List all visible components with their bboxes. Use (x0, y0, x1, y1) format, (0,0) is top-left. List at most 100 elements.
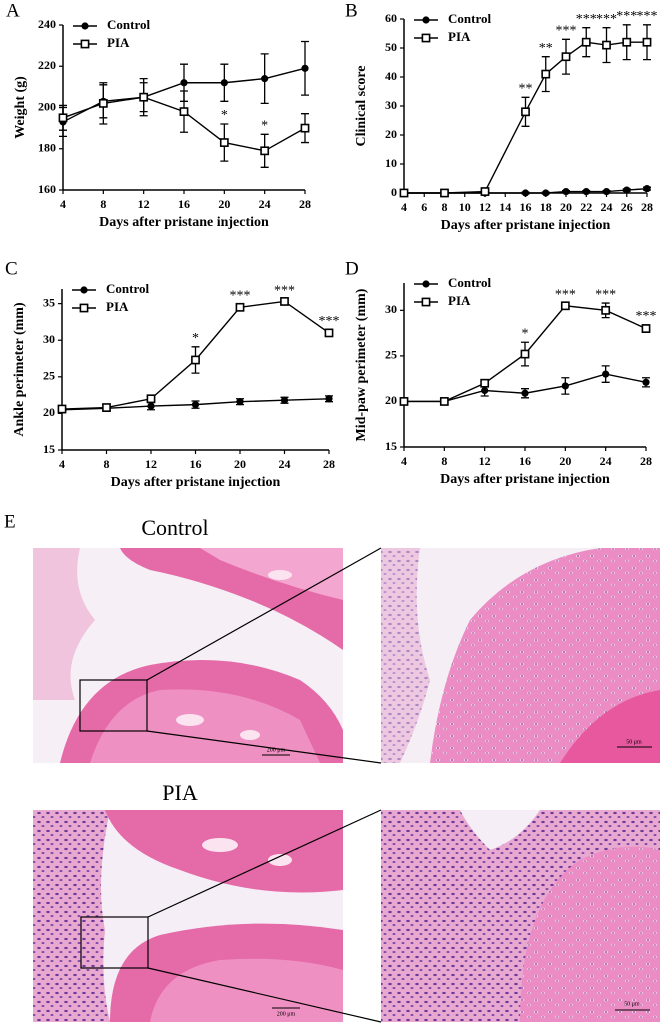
x-tick-label: 24 (279, 457, 291, 471)
legend-label: PIA (448, 293, 471, 308)
significance-label: *** (555, 287, 576, 302)
y-tick-label: 30 (385, 302, 397, 316)
marker (521, 389, 529, 397)
legend-label: PIA (448, 29, 471, 44)
y-tick-label: 25 (385, 348, 397, 362)
x-tick-label: 12 (479, 200, 491, 214)
scale-bar-label: 50 μm (626, 739, 642, 745)
significance-label: *** (595, 287, 616, 302)
marker (179, 107, 189, 117)
marker (219, 138, 229, 147)
x-tick-label: 18 (540, 200, 552, 214)
marker (582, 187, 590, 196)
histology-control-low (33, 548, 343, 763)
y-tick-label: 180 (38, 141, 56, 155)
marker (542, 189, 550, 197)
marker (602, 370, 610, 378)
significance-label: ** (519, 82, 533, 97)
marker (260, 146, 270, 156)
scale-bar-label: 200 μm (277, 1011, 296, 1017)
y-tick-label: 60 (385, 11, 397, 25)
y-tick-label: 240 (38, 17, 56, 31)
marker (191, 401, 200, 409)
scale-bar-label: 200 μm (267, 747, 286, 753)
marker (191, 355, 200, 365)
significance-label: *** (556, 24, 577, 39)
marker (602, 187, 611, 196)
legend-label: Control (448, 275, 491, 290)
y-tick-label: 25 (43, 369, 55, 383)
x-tick-label: 4 (401, 454, 407, 468)
marker (439, 397, 449, 406)
marker (480, 187, 490, 196)
x-tick-label: 12 (145, 457, 157, 471)
marker (399, 188, 409, 198)
marker (440, 188, 449, 198)
x-axis-label: Days after pristane injection (111, 475, 281, 490)
y-tick-label: 200 (38, 99, 56, 113)
x-tick-label: 14 (499, 200, 511, 214)
x-tick-label: 12 (138, 197, 150, 211)
x-tick-label: 28 (323, 457, 335, 471)
legend-label: PIA (107, 35, 130, 50)
marker (58, 113, 68, 123)
significance-label: * (192, 331, 199, 346)
scale-bar-label: 50 μm (624, 1001, 640, 1007)
significance-label: *** (319, 314, 340, 329)
marker (325, 395, 333, 403)
legend-marker (422, 280, 430, 288)
y-tick-label: 15 (43, 442, 55, 456)
significance-label: *** (230, 289, 251, 304)
y-tick-label: 50 (385, 40, 397, 54)
series-line (404, 187, 648, 194)
legend-label: Control (107, 17, 150, 32)
panel-label: B (345, 0, 358, 21)
histology-pia-low (33, 810, 343, 1022)
marker (642, 37, 652, 47)
y-tick-label: 0 (391, 185, 397, 199)
marker (481, 386, 489, 395)
y-axis-label: Ankle perimeter (mm) (12, 302, 27, 437)
marker (235, 302, 245, 312)
marker (146, 394, 156, 404)
x-tick-label: 10 (459, 200, 471, 214)
x-tick-label: 4 (59, 457, 65, 471)
marker (98, 98, 108, 108)
marker (261, 75, 269, 83)
marker (641, 324, 651, 333)
significance-label: *** (576, 12, 597, 27)
y-tick-label: 20 (385, 127, 397, 141)
marker (300, 123, 310, 133)
marker (560, 301, 570, 311)
x-tick-label: 28 (641, 200, 653, 214)
legend-marker (80, 286, 88, 294)
marker (280, 396, 289, 404)
x-tick-label: 20 (559, 454, 571, 468)
marker (562, 187, 570, 196)
y-tick-label: 40 (385, 69, 397, 83)
marker (280, 297, 289, 306)
y-tick-label: 10 (385, 156, 397, 170)
marker (601, 305, 611, 315)
marker (220, 79, 228, 87)
x-tick-label: 26 (621, 200, 633, 214)
legend-label: PIA (106, 299, 129, 314)
y-tick-label: 220 (38, 58, 56, 72)
marker (521, 189, 530, 197)
significance-label: ** (539, 41, 553, 56)
zoom-line (147, 809, 382, 918)
histology-pia-high (381, 810, 660, 1022)
marker (561, 52, 571, 62)
x-tick-label: 16 (519, 454, 531, 468)
panel-label: A (6, 0, 20, 21)
significance-label: *** (637, 9, 658, 24)
marker (180, 79, 188, 87)
y-tick-label: 30 (385, 98, 397, 112)
x-axis-label: Days after pristane injection (99, 215, 269, 230)
marker (147, 402, 155, 410)
x-tick-label: 8 (441, 454, 447, 468)
legend-label: Control (106, 281, 149, 296)
x-tick-label: 8 (100, 197, 106, 211)
significance-label: *** (596, 12, 617, 27)
